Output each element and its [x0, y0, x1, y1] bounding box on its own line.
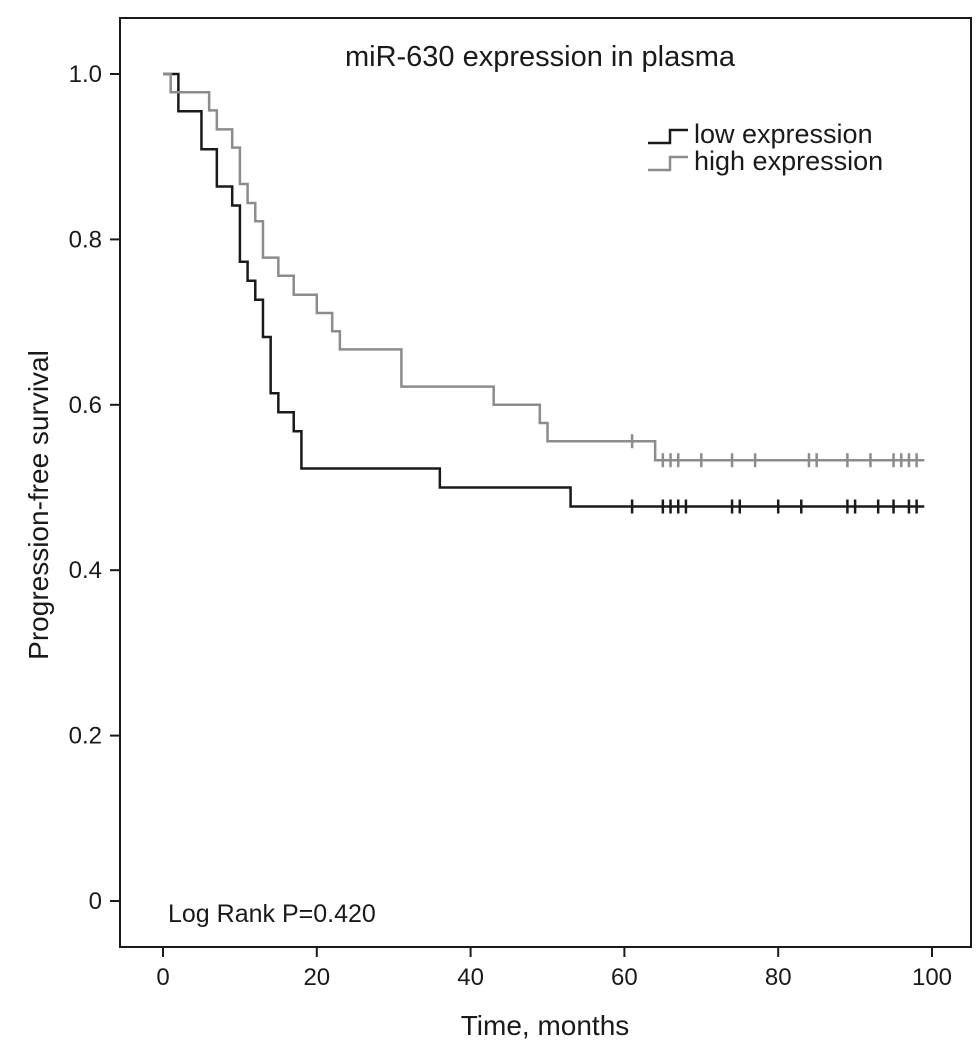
log-rank-annotation: Log Rank P=0.420 [168, 900, 376, 928]
y-tick-label: 0.2 [69, 723, 102, 750]
survival-curve-high-expression [163, 72, 925, 462]
series-group [163, 72, 925, 514]
x-tick-label: 80 [765, 964, 792, 991]
x-axis: 0 20 40 60 80 100 [156, 947, 952, 991]
legend-label-high-expression: high expression [694, 146, 883, 176]
legend: low expression high expression [648, 119, 883, 176]
y-tick-label: 0.6 [69, 392, 102, 419]
plot-frame [119, 17, 972, 948]
y-axis: 0 0.2 0.4 0.6 0.8 1.0 [69, 61, 120, 915]
y-tick-label: 0 [89, 888, 102, 915]
legend-symbol-high-expression [648, 155, 688, 172]
x-tick-label: 40 [457, 964, 484, 991]
x-axis-label: Time, months [461, 1010, 630, 1041]
x-tick-label: 20 [303, 964, 330, 991]
y-axis-label: Progression-free survival [23, 350, 54, 660]
legend-symbol-low-expression [648, 128, 688, 145]
x-tick-label: 100 [912, 964, 952, 991]
y-tick-label: 0.4 [69, 557, 102, 584]
legend-label-low-expression: low expression [694, 119, 873, 149]
x-tick-label: 60 [611, 964, 638, 991]
y-tick-label: 0.8 [69, 226, 102, 253]
y-tick-label: 1.0 [69, 61, 102, 88]
survival-curve-low-expression [163, 72, 925, 508]
chart-title: miR-630 expression in plasma [345, 41, 736, 73]
x-tick-label: 0 [156, 964, 169, 991]
